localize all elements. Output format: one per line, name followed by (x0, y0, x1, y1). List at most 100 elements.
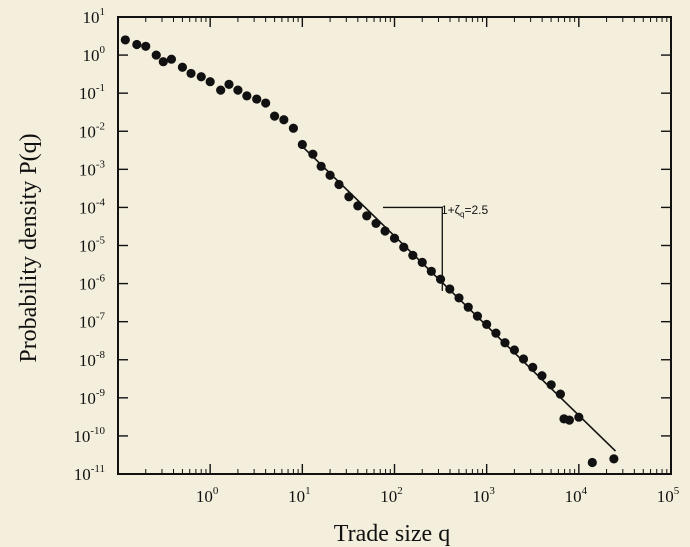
y-tick-base: 10 (79, 160, 96, 179)
data-point (141, 41, 151, 51)
y-tick-label: 10-10 (73, 425, 105, 446)
data-point (463, 302, 473, 312)
data-point (151, 50, 161, 60)
data-point (528, 362, 538, 372)
data-point (472, 311, 483, 321)
y-tick-base: 10 (79, 275, 96, 294)
data-point (546, 380, 556, 390)
data-point (177, 62, 188, 72)
data-point (587, 457, 597, 468)
data-point (186, 68, 196, 79)
y-tick-label: 10-2 (79, 120, 105, 141)
y-tick-exponent: -4 (96, 196, 106, 208)
x-tick-exponent: 5 (674, 485, 680, 497)
plot-frame (117, 16, 672, 475)
y-tick-label: 101 (83, 6, 106, 27)
data-point (500, 338, 510, 348)
x-tick-exponent: 2 (397, 485, 403, 497)
data-point (389, 233, 400, 243)
y-tick-label: 10-4 (79, 196, 106, 217)
x-tick-label: 103 (472, 485, 495, 506)
y-tick-label: 10-3 (79, 158, 106, 179)
data-point (537, 371, 547, 381)
data-point (353, 201, 363, 211)
data-point (205, 77, 215, 87)
data-point (371, 218, 381, 229)
y-tick-base: 10 (83, 46, 100, 65)
data-point (417, 257, 427, 267)
data-point (491, 328, 501, 338)
x-tick-base: 10 (380, 487, 397, 506)
x-tick-exponent: 4 (582, 485, 588, 497)
y-tick-exponent: 1 (100, 6, 106, 18)
data-point (518, 354, 529, 364)
data-point (158, 57, 168, 67)
y-tick-label: 10-11 (74, 463, 105, 484)
data-point (408, 250, 418, 260)
y-tick-exponent: -10 (90, 425, 105, 437)
y-tick-base: 10 (79, 313, 96, 332)
y-tick-exponent: -5 (96, 235, 106, 247)
y-tick-base: 10 (79, 237, 96, 256)
y-tick-label: 10-7 (79, 311, 106, 332)
data-point (482, 319, 492, 329)
x-tick-base: 10 (288, 487, 305, 506)
y-tick-exponent: 0 (100, 44, 106, 56)
x-tick-labels: 100 101 102 103 104 105 (196, 485, 680, 506)
data-point (454, 293, 464, 303)
y-axis-title: Probability density P(q) (16, 133, 42, 362)
data-point (279, 115, 289, 125)
x-tick-base: 10 (472, 487, 489, 506)
data-point (509, 345, 520, 355)
x-tick-base: 10 (565, 487, 582, 506)
data-points (120, 35, 619, 468)
x-tick-label: 104 (565, 485, 588, 506)
data-point (325, 170, 335, 180)
y-tick-exponent: -2 (96, 120, 105, 132)
x-tick-base: 10 (196, 487, 213, 506)
data-point (288, 123, 299, 133)
data-point (399, 242, 409, 252)
y-tick-exponent: -7 (96, 311, 106, 323)
data-point (316, 161, 326, 171)
y-tick-exponent: -1 (96, 82, 105, 94)
annotation-prefix: 1+ζ (441, 203, 461, 217)
data-point (564, 415, 574, 425)
x-tick-label: 102 (380, 485, 403, 506)
x-tick-exponent: 1 (305, 485, 311, 497)
x-tick-exponent: 3 (489, 485, 495, 497)
y-tick-base: 10 (74, 465, 91, 484)
data-point (196, 72, 206, 82)
y-tick-base: 10 (73, 427, 90, 446)
data-point (435, 274, 446, 284)
y-tick-exponent: -3 (96, 158, 106, 170)
y-tick-base: 10 (83, 8, 100, 27)
data-point (216, 85, 226, 95)
y-tick-label: 10-9 (79, 387, 106, 408)
data-point (261, 98, 271, 108)
y-tick-label: 10-8 (79, 349, 106, 370)
y-tick-label: 10-6 (79, 273, 106, 294)
data-point (224, 79, 234, 89)
plot-area (117, 16, 672, 475)
data-point (609, 454, 619, 464)
y-tick-base: 10 (79, 389, 96, 408)
data-point (233, 85, 243, 95)
y-tick-label: 100 (83, 44, 106, 65)
data-point (166, 54, 177, 64)
slope-marker (382, 206, 443, 291)
data-point (132, 39, 142, 50)
y-tick-base: 10 (79, 351, 96, 370)
y-tick-label: 10-5 (79, 235, 106, 256)
data-point (445, 284, 455, 294)
annotation-subscript: q (460, 210, 464, 219)
x-tick-exponent: 0 (213, 485, 219, 497)
x-tick-label: 105 (657, 485, 680, 506)
y-tick-base: 10 (79, 122, 96, 141)
data-point (297, 139, 307, 150)
data-point (269, 111, 280, 121)
y-tick-label: 10-1 (79, 82, 105, 103)
data-point (242, 91, 252, 101)
data-point (362, 211, 372, 221)
